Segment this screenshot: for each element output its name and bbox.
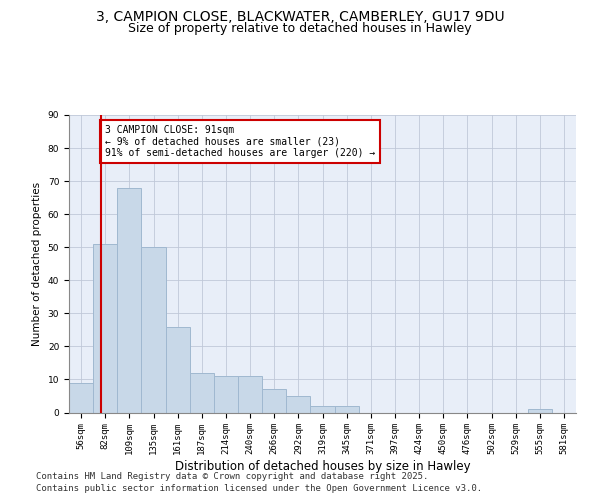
Text: Contains public sector information licensed under the Open Government Licence v3: Contains public sector information licen… bbox=[36, 484, 482, 493]
Bar bbox=[238, 376, 262, 412]
Text: 3, CAMPION CLOSE, BLACKWATER, CAMBERLEY, GU17 9DU: 3, CAMPION CLOSE, BLACKWATER, CAMBERLEY,… bbox=[95, 10, 505, 24]
Bar bbox=[286, 396, 310, 412]
Bar bbox=[69, 383, 93, 412]
Text: Size of property relative to detached houses in Hawley: Size of property relative to detached ho… bbox=[128, 22, 472, 35]
Y-axis label: Number of detached properties: Number of detached properties bbox=[32, 182, 42, 346]
Bar bbox=[142, 247, 166, 412]
Bar bbox=[190, 373, 214, 412]
X-axis label: Distribution of detached houses by size in Hawley: Distribution of detached houses by size … bbox=[175, 460, 470, 473]
Bar bbox=[310, 406, 335, 412]
Bar bbox=[335, 406, 359, 412]
Text: 3 CAMPION CLOSE: 91sqm
← 9% of detached houses are smaller (23)
91% of semi-deta: 3 CAMPION CLOSE: 91sqm ← 9% of detached … bbox=[105, 125, 375, 158]
Bar bbox=[214, 376, 238, 412]
Bar bbox=[93, 244, 117, 412]
Bar bbox=[262, 390, 286, 412]
Bar bbox=[117, 188, 142, 412]
Text: Contains HM Land Registry data © Crown copyright and database right 2025.: Contains HM Land Registry data © Crown c… bbox=[36, 472, 428, 481]
Bar bbox=[166, 326, 190, 412]
Bar bbox=[528, 409, 552, 412]
